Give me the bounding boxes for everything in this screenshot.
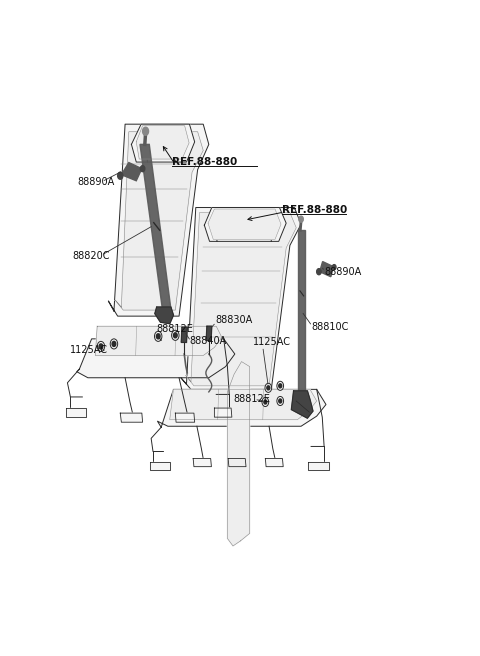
- Polygon shape: [121, 163, 142, 181]
- Circle shape: [299, 216, 303, 222]
- Circle shape: [332, 264, 336, 270]
- Polygon shape: [215, 408, 232, 417]
- Polygon shape: [175, 413, 195, 422]
- Text: 88820C: 88820C: [72, 251, 109, 260]
- Circle shape: [143, 127, 148, 135]
- Polygon shape: [108, 124, 209, 316]
- Circle shape: [262, 398, 269, 407]
- Polygon shape: [206, 326, 212, 340]
- Circle shape: [265, 383, 272, 392]
- Polygon shape: [115, 132, 203, 310]
- Polygon shape: [66, 408, 86, 417]
- Polygon shape: [170, 390, 317, 420]
- Circle shape: [267, 386, 270, 390]
- Text: REF.88-880: REF.88-880: [172, 157, 237, 167]
- Polygon shape: [132, 124, 195, 162]
- Polygon shape: [193, 459, 211, 466]
- Circle shape: [110, 339, 118, 349]
- Circle shape: [279, 399, 282, 403]
- Polygon shape: [77, 339, 235, 378]
- Polygon shape: [157, 390, 326, 427]
- Polygon shape: [181, 207, 301, 390]
- Circle shape: [277, 396, 284, 405]
- Polygon shape: [265, 459, 283, 466]
- Text: 88890A: 88890A: [324, 267, 361, 277]
- Polygon shape: [320, 262, 334, 277]
- Polygon shape: [186, 213, 296, 386]
- Polygon shape: [291, 391, 313, 418]
- Circle shape: [277, 381, 284, 390]
- Text: 88812E: 88812E: [233, 394, 270, 405]
- Text: 1125AC: 1125AC: [252, 337, 291, 348]
- Text: 1125AC: 1125AC: [71, 346, 108, 356]
- Text: 88830A: 88830A: [216, 315, 253, 325]
- Circle shape: [279, 384, 282, 388]
- Circle shape: [140, 165, 145, 172]
- Text: 88890A: 88890A: [78, 176, 115, 187]
- Polygon shape: [120, 413, 143, 422]
- Polygon shape: [208, 209, 281, 239]
- Circle shape: [99, 344, 103, 349]
- Text: 88812E: 88812E: [156, 324, 193, 334]
- Circle shape: [155, 331, 162, 341]
- Polygon shape: [181, 327, 187, 342]
- Circle shape: [112, 341, 116, 346]
- Polygon shape: [140, 144, 171, 308]
- Text: 88840A: 88840A: [190, 337, 227, 346]
- Polygon shape: [136, 126, 189, 159]
- Polygon shape: [228, 459, 246, 466]
- Text: 88810C: 88810C: [312, 322, 349, 332]
- Polygon shape: [228, 361, 250, 546]
- Polygon shape: [150, 462, 170, 470]
- Text: REF.88-880: REF.88-880: [282, 205, 348, 215]
- Polygon shape: [155, 307, 173, 323]
- Polygon shape: [309, 462, 329, 470]
- Polygon shape: [298, 230, 305, 392]
- Circle shape: [317, 269, 321, 275]
- Circle shape: [118, 172, 123, 179]
- Circle shape: [97, 341, 105, 352]
- Circle shape: [172, 330, 179, 340]
- Polygon shape: [204, 207, 286, 241]
- Circle shape: [264, 400, 267, 404]
- Polygon shape: [96, 326, 222, 356]
- Circle shape: [156, 334, 160, 339]
- Circle shape: [173, 333, 177, 338]
